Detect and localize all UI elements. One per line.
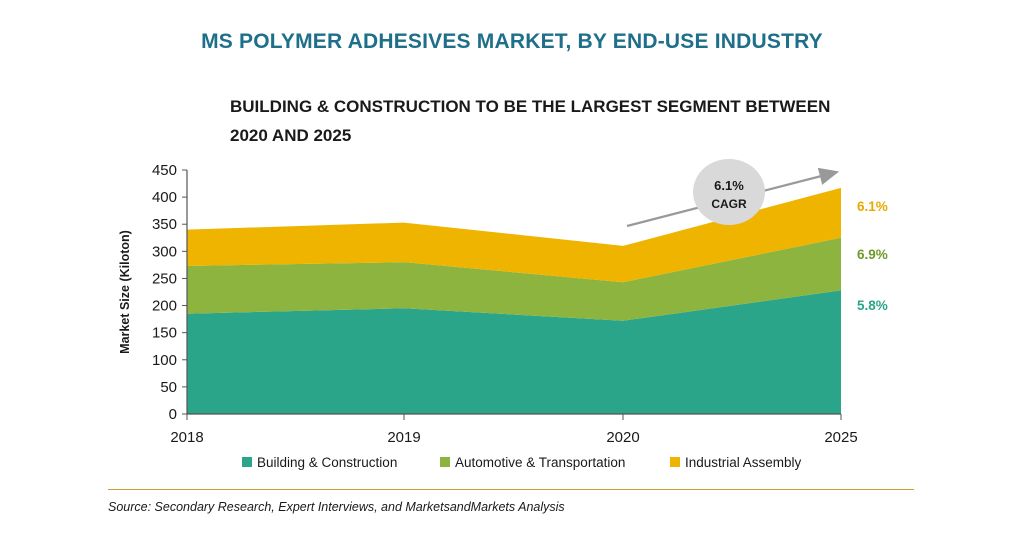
y-tick-label: 0 bbox=[169, 406, 177, 423]
y-tick-label: 400 bbox=[152, 189, 177, 206]
y-tick-label: 100 bbox=[152, 352, 177, 369]
chart-title: MS POLYMER ADHESIVES MARKET, BY END-USE … bbox=[201, 30, 823, 53]
legend-label: Industrial Assembly bbox=[685, 454, 802, 470]
y-tick-label: 350 bbox=[152, 216, 177, 233]
x-tick-label: 2019 bbox=[387, 429, 420, 445]
x-tick-label: 2025 bbox=[824, 429, 857, 445]
cagr-label-2: 6.1% bbox=[857, 199, 888, 214]
legend-item: Automotive & Transportation bbox=[440, 454, 625, 470]
legend-item: Industrial Assembly bbox=[670, 454, 801, 470]
y-tick-label: 450 bbox=[152, 162, 177, 179]
cagr-badge-value: 6.1% bbox=[714, 178, 744, 193]
legend-label: Building & Construction bbox=[257, 454, 398, 470]
x-tick-label: 2020 bbox=[606, 429, 639, 445]
area-series-2 bbox=[187, 187, 841, 283]
source-divider bbox=[108, 489, 914, 490]
cagr-badge-label: CAGR bbox=[711, 197, 747, 211]
stacked-area-chart: 0 50 100 150 200 250 300 350 400 450 2018 2019 2020 2… bbox=[118, 159, 888, 445]
cagr-label-0: 5.8% bbox=[857, 298, 888, 313]
source-note: Source: Secondary Research, Expert Inter… bbox=[108, 500, 565, 514]
y-tick-label: 200 bbox=[152, 298, 177, 315]
legend-item: Building & Construction bbox=[242, 454, 397, 470]
y-tick-label: 250 bbox=[152, 270, 177, 287]
area-series-0 bbox=[187, 290, 841, 414]
y-axis-title: Market Size (Kiloton) bbox=[118, 230, 132, 354]
legend-label: Automotive & Transportation bbox=[455, 454, 626, 470]
y-tick-label: 50 bbox=[160, 379, 177, 396]
legend-swatch bbox=[440, 457, 450, 467]
chart-subtitle: BUILDING & CONSTRUCTION TO BE THE LARGES… bbox=[230, 97, 831, 145]
y-tick-label: 300 bbox=[152, 243, 177, 260]
x-tick-label: 2018 bbox=[170, 429, 203, 445]
area-series-1 bbox=[187, 237, 841, 321]
legend-swatch bbox=[670, 457, 680, 467]
legend-swatch bbox=[242, 457, 252, 467]
cagr-label-1: 6.9% bbox=[857, 247, 888, 262]
y-tick-label: 150 bbox=[152, 325, 177, 342]
cagr-badge bbox=[693, 159, 765, 225]
